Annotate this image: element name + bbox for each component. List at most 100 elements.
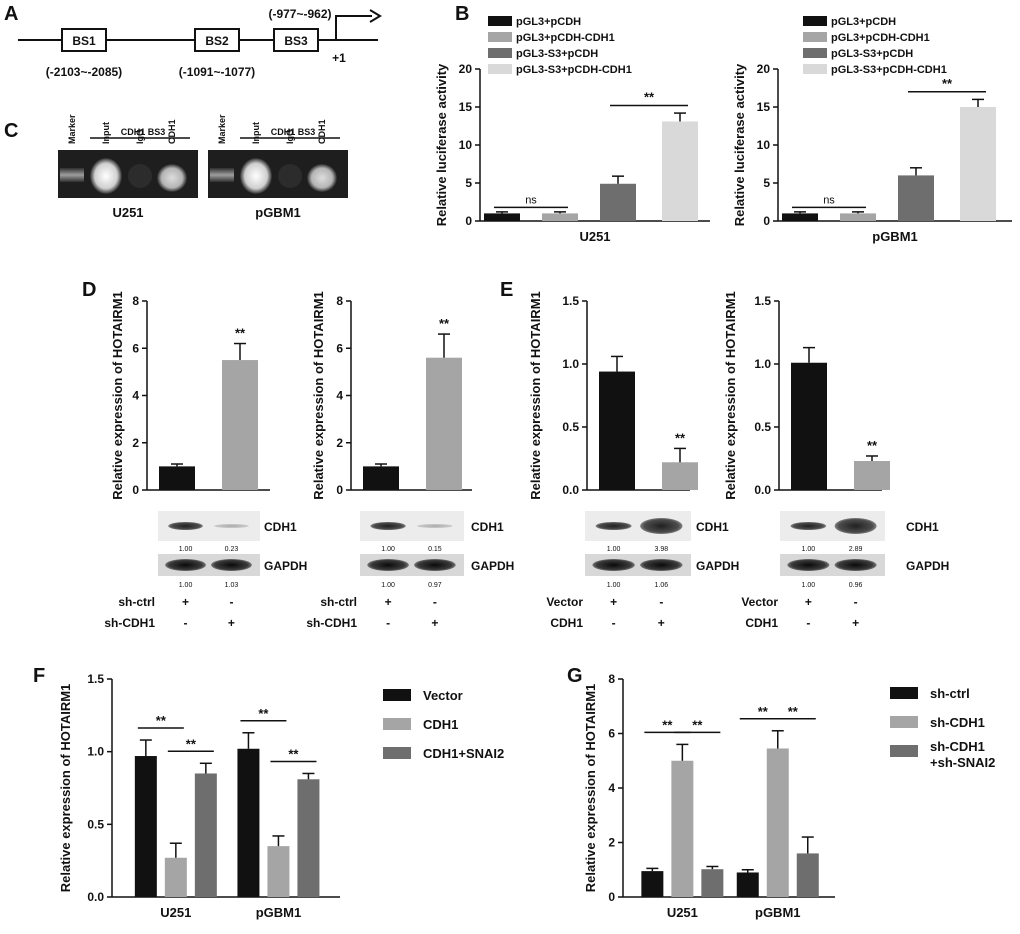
- bar-d1-0: [159, 466, 195, 490]
- chart-b1-ytick-label: 15: [459, 100, 473, 114]
- bs2-position: (-1091~-1077): [179, 65, 255, 79]
- legend-entry-b1-3: pGL3-S3+pCDH-CDH1: [516, 64, 632, 76]
- chart-g: 0 2 4 6 8 Relative expression of HOTAIRM1 ** **…: [583, 672, 995, 920]
- cdh1-band-d2-0: [370, 522, 406, 530]
- bar-g-0-1: [671, 760, 694, 897]
- significance-e1: **: [675, 430, 686, 445]
- chart-d2-ytick-label: 0: [336, 483, 343, 497]
- bar-g-0-2: [701, 869, 724, 897]
- condition-sign-d2-1-1: +: [431, 616, 438, 630]
- condition-sign-e1-0-1: -: [659, 595, 663, 609]
- chart-e2-ytick-label: 1.0: [754, 357, 771, 371]
- gapdh-band-d1-0: [165, 559, 206, 571]
- significance-f-0-1: **: [186, 736, 197, 751]
- cdh1-chip-band-u251: [157, 164, 187, 192]
- cdh1-band-e1-1: [640, 518, 683, 534]
- legend-swatch-f-0: [383, 689, 411, 701]
- legend-swatch-b2-1: [803, 32, 827, 42]
- cdh1-quant-e1-0: 1.00: [607, 546, 621, 553]
- chart-e1: 0.0 0.5 1.0 1.5 Relative expression of HOTAI…: [528, 291, 698, 500]
- chart-f-ytick-label: 1.5: [87, 672, 104, 686]
- chart-b2: 0 5 10 15 20 Relative luciferase activity ns **…: [732, 16, 1012, 244]
- gel-cell-label-pgbm1: pGBM1: [255, 205, 301, 220]
- panel-label-e: E: [500, 279, 513, 301]
- panel-label-c: C: [4, 120, 18, 142]
- gapdh-quant-e2-0: 1.00: [802, 582, 816, 589]
- bs1-position: (-2103~-2085): [46, 65, 122, 79]
- bar-f-0-2: [194, 773, 217, 897]
- bar-b2-0: [782, 213, 818, 221]
- chart-f-y-axis-title: Relative expression of HOTAIRM1: [58, 684, 73, 893]
- bar-d1-1: [222, 360, 258, 490]
- western-blot-d1: 1.00 0.23 CDH1 1.00 1.03 GAPDH sh-ctrl + - sh-CDH…: [104, 511, 307, 630]
- chart-b2-y-axis-title: Relative luciferase activity: [732, 63, 747, 226]
- chart-g-y-axis-title: Relative expression of HOTAIRM1: [583, 684, 598, 893]
- gel-cell-label-u251: U251: [112, 205, 143, 220]
- significance-f-1-1: **: [288, 746, 299, 761]
- gapdh-quant-e1-0: 1.00: [607, 582, 621, 589]
- panel-label-b: B: [455, 3, 469, 25]
- cdh1-quant-d2-0: 1.00: [381, 546, 395, 553]
- legend-entry-f-2: CDH1+SNAI2: [423, 746, 504, 761]
- chart-e1-ytick-label: 0.0: [562, 483, 579, 497]
- gapdh-label-e2: GAPDH: [906, 559, 949, 573]
- legend-entry-g-1: sh-CDH1: [930, 715, 985, 730]
- cdh1-quant-d2-1: 0.15: [428, 546, 442, 553]
- chart-b2-x-label: pGBM1: [872, 229, 918, 244]
- cdh1-chip-band-pgbm1: [307, 164, 337, 192]
- bar-f-1-2: [297, 779, 320, 897]
- chart-e1-ytick-label: 0.5: [562, 420, 579, 434]
- western-blot-e1: 1.00 3.98 CDH1 1.00 1.06 GAPDH Vector + - CDH1 - +: [546, 511, 739, 630]
- bs3-label: BS3: [284, 34, 308, 48]
- legend-entry-f-0: Vector: [423, 688, 463, 703]
- gel-header-u251: CDH1 BS3: [121, 127, 166, 137]
- condition-sign-d2-1-0: -: [386, 616, 390, 630]
- bar-e1-1: [662, 462, 698, 490]
- condition-label-e2-0: Vector: [741, 595, 778, 609]
- condition-sign-d2-0-0: +: [385, 595, 392, 609]
- chart-d2: 0 2 4 6 8 Relative expression of HOTAIRM1 **: [311, 291, 472, 500]
- chart-b1-ytick-label: 10: [459, 138, 473, 152]
- chart-g-ytick-label: 6: [608, 727, 615, 741]
- chart-b1-x-label: U251: [579, 229, 610, 244]
- bs2-label: BS2: [205, 34, 229, 48]
- tss-arrow: [335, 15, 372, 40]
- bar-g-1-2: [796, 853, 819, 897]
- chart-b1-ytick-label: 0: [465, 214, 472, 228]
- condition-label-e2-1: CDH1: [745, 616, 778, 630]
- cdh1-band-d2-1: [417, 524, 453, 528]
- chart-f-x-category-1: pGBM1: [256, 905, 302, 920]
- gel-lane-label-pgbm1-0: Marker: [217, 114, 227, 144]
- bar-e2-1: [854, 461, 890, 490]
- legend-swatch-g-0: [890, 687, 918, 699]
- cdh1-band-e2-0: [790, 522, 827, 530]
- significance-g-1-0: **: [758, 704, 769, 719]
- legend-swatch-f-1: [383, 718, 411, 730]
- gel-lane-label-u251-0: Marker: [67, 114, 77, 144]
- cdh1-label-d2: CDH1: [471, 520, 504, 534]
- gapdh-quant-d1-0: 1.00: [179, 582, 193, 589]
- cdh1-band-d1-0: [168, 522, 203, 530]
- significance-d2: **: [439, 316, 450, 331]
- chart-g-x-category-1: pGBM1: [755, 905, 801, 920]
- legend-swatch-b2-2: [803, 48, 827, 58]
- chart-e1-ytick-label: 1.0: [562, 357, 579, 371]
- tss-arrow-head: [369, 9, 382, 23]
- bar-b2-2: [898, 175, 934, 221]
- gel-lane-label-u251-1: Input: [101, 122, 111, 144]
- bar-e2-0: [791, 362, 827, 490]
- chart-g-ytick-label: 4: [608, 781, 615, 795]
- chart-f: 0.0 0.5 1.0 1.5 Relative expression of HOTAI…: [58, 672, 504, 920]
- gapdh-quant-e2-1: 0.96: [849, 582, 863, 589]
- bar-b1-3: [662, 121, 698, 221]
- chart-f-ytick-label: 0.5: [87, 817, 104, 831]
- chart-e2-ytick-label: 0.5: [754, 420, 771, 434]
- gapdh-quant-d2-1: 0.97: [428, 582, 442, 589]
- condition-sign-e2-0-1: -: [854, 595, 858, 609]
- marker-band-pgbm1: [210, 168, 234, 182]
- legend-entry-b1-1: pGL3+pCDH-CDH1: [516, 32, 615, 44]
- igg-band-pgbm1: [278, 164, 302, 188]
